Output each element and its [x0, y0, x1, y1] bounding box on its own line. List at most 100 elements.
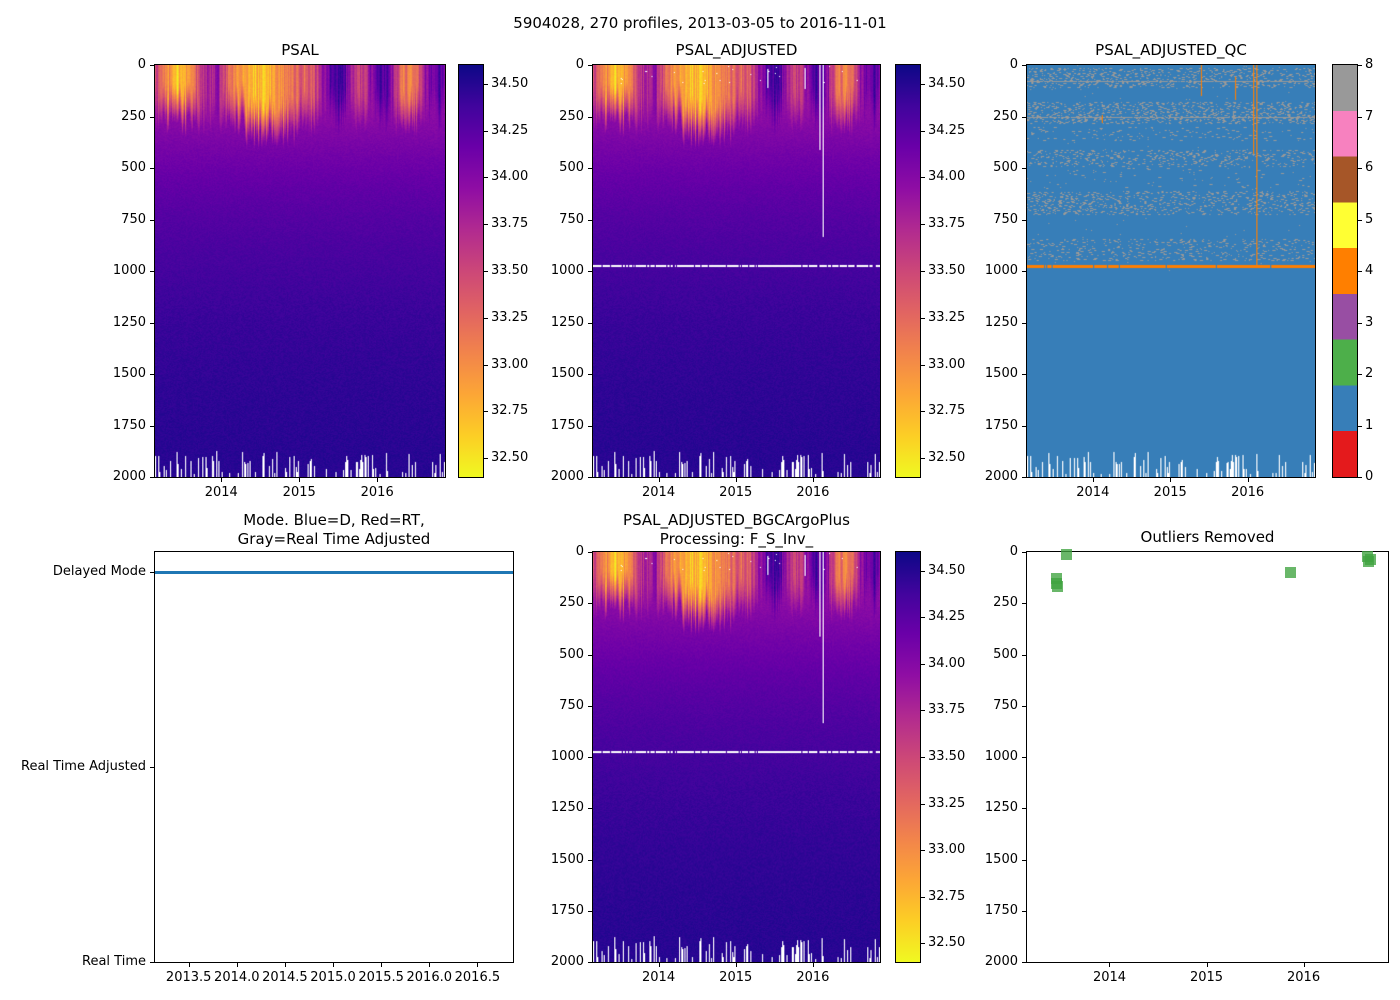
x-tick-mark [1092, 478, 1094, 482]
y-tick-mark [588, 757, 592, 758]
y-tick-label: 1000 [984, 263, 1018, 278]
figure-suptitle: 5904028, 270 profiles, 2013-03-05 to 201… [513, 14, 887, 32]
y-tick-mark [1022, 219, 1026, 221]
y-tick-mark [588, 552, 592, 553]
y-tick-label: 750 [559, 697, 584, 713]
colorbar-tick-label: 32.50 [491, 450, 529, 466]
colorbar-tick-label: 32.75 [928, 403, 966, 419]
x-tick-mark [477, 963, 479, 967]
y-tick-label: 500 [993, 646, 1018, 662]
y-tick-label: 0 [575, 544, 584, 559]
x-tick-label: 2016 [796, 970, 830, 985]
colorbar-tick-mark [1358, 477, 1362, 478]
panel-outliers: density inversion [1026, 551, 1389, 963]
y-tick-label: 250 [993, 108, 1018, 124]
x-tick-label: 2016 [1287, 970, 1321, 985]
y-tick-mark [588, 654, 592, 656]
y-tick-mark [150, 65, 154, 66]
y-tick-mark [150, 322, 154, 324]
y-tick-label: 750 [121, 211, 146, 227]
x-tick-label: 2016 [796, 485, 830, 500]
y-tick-mark [1022, 552, 1026, 553]
y-tick-label: 1000 [550, 749, 584, 764]
colorbar-tick-label: 6 [1365, 160, 1374, 175]
x-tick-mark [812, 963, 814, 967]
colorbar-tick-mark [921, 850, 925, 852]
x-tick-label: 2014.0 [214, 970, 260, 985]
y-tick-label: 2000 [550, 469, 584, 484]
x-tick-mark [735, 963, 737, 967]
panel-psal-title: PSAL [281, 41, 319, 59]
y-tick-label: 250 [559, 595, 584, 611]
x-tick-label: 2014 [642, 970, 676, 985]
y-tick-label: 1000 [112, 263, 146, 278]
colorbar-tick-label: 33.50 [928, 263, 966, 278]
y-tick-label: 250 [993, 595, 1018, 611]
psal-adjusted-colorbar [895, 64, 921, 478]
y-tick-mark [588, 603, 592, 605]
colorbar-tick-label: 33.75 [928, 216, 966, 232]
x-tick-label: 2015 [719, 970, 753, 985]
y-tick-mark [1022, 654, 1026, 656]
y-tick-mark [588, 808, 592, 810]
y-tick-mark [1022, 962, 1026, 963]
colorbar-tick-label: 34.00 [491, 169, 529, 185]
y-tick-mark [588, 271, 592, 272]
colorbar-tick-label: 32.75 [491, 403, 529, 419]
x-tick-label: 2015.5 [358, 970, 404, 985]
panel-bgc-title: PSAL_ADJUSTED_BGCArgoPlus Processing: F_… [593, 511, 880, 549]
outlier-point [1061, 548, 1073, 560]
colorbar-tick-mark [484, 83, 488, 85]
x-tick-label: 2016 [1231, 485, 1265, 500]
panel-mode-title-line1: Mode. Blue=D, Red=RT, [243, 511, 425, 529]
colorbar-tick-mark [921, 710, 925, 712]
x-tick-label: 2015 [1189, 970, 1224, 985]
y-tick-label: 1250 [550, 800, 584, 816]
colorbar-tick-mark [484, 411, 488, 413]
colorbar-tick-mark [921, 570, 925, 572]
y-tick-mark [1022, 859, 1026, 861]
psal-colorbar [458, 64, 484, 478]
psal-adjusted-heatmap [593, 65, 880, 477]
colorbar-tick-mark [921, 896, 925, 898]
colorbar-tick-mark [921, 271, 925, 272]
y-tick-label: 1000 [984, 749, 1018, 764]
x-tick-label: 2016 [360, 485, 394, 500]
x-tick-mark [1109, 963, 1111, 967]
x-tick-mark [1206, 963, 1208, 967]
bgc-heatmap [593, 552, 880, 962]
mode-delayed-line [155, 571, 513, 575]
y-tick-mark [588, 116, 592, 118]
x-tick-mark [658, 963, 660, 967]
outlier-point [1285, 567, 1297, 578]
x-tick-label: 2016.0 [406, 970, 453, 985]
y-tick-label: 2000 [550, 954, 584, 969]
colorbar-tick-label: 34.25 [928, 609, 966, 625]
colorbar-tick-label: 33.00 [491, 356, 529, 372]
colorbar-tick-label: 34.00 [928, 655, 966, 671]
y-tick-label: 1750 [550, 902, 584, 918]
colorbar-tick-label: 33.25 [928, 309, 966, 325]
x-tick-label: 2014 [642, 485, 676, 500]
y-tick-label: Real Time Adjusted [21, 759, 146, 775]
y-tick-label: 500 [993, 160, 1018, 175]
y-tick-mark [588, 168, 592, 169]
colorbar-tick-mark [921, 757, 925, 758]
outlier-point [1051, 580, 1063, 592]
y-tick-mark [588, 322, 592, 324]
colorbar-tick-mark [1358, 322, 1362, 324]
y-tick-label: 2000 [112, 469, 146, 484]
colorbar-tick-mark [484, 224, 488, 226]
y-tick-mark [150, 767, 154, 769]
y-tick-label: 1250 [984, 314, 1018, 330]
y-tick-label: 500 [559, 646, 584, 662]
colorbar-tick-label: 34.25 [928, 122, 966, 138]
x-tick-label: 2014.5 [262, 970, 308, 985]
y-tick-mark [150, 962, 154, 963]
y-tick-label: 0 [137, 57, 146, 72]
y-tick-label: 1000 [550, 263, 584, 278]
panel-bgc-title-line1: PSAL_ADJUSTED_BGCArgoPlus [623, 511, 850, 529]
panel-mode-title: Mode. Blue=D, Red=RT, Gray=Real Time Adj… [155, 511, 513, 549]
panel-bgc-title-line2: Processing: F_S_Inv_ [659, 530, 814, 548]
y-tick-label: Real Time [82, 954, 146, 969]
